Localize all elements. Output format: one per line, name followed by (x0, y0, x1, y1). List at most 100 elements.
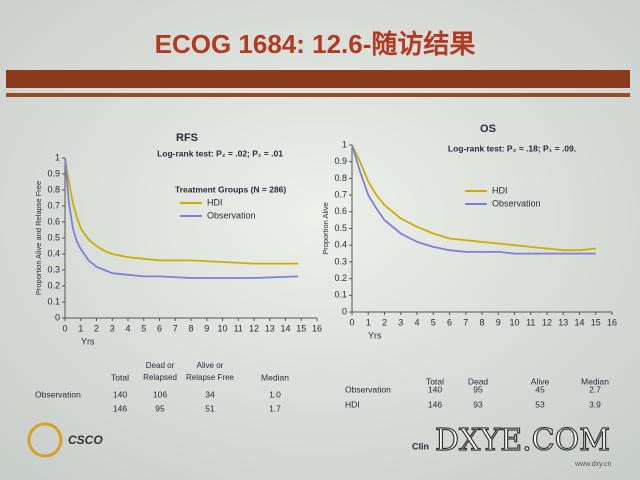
x-tick-label: 6 (447, 317, 452, 327)
legend-label: HDI (207, 197, 223, 207)
table-cell: 146 (113, 403, 127, 413)
survival-curve (351, 144, 596, 252)
x-tick-label: 7 (463, 317, 468, 327)
title-rule (6, 93, 630, 97)
x-tick-label: 8 (479, 317, 484, 327)
x-tick-label: 2 (382, 317, 387, 327)
y-tick-label: 0.4 (47, 248, 60, 258)
chart-subtitle: Log-rank test: P₂ = .18; P₁ = .09. (448, 143, 576, 153)
x-tick-label: 10 (509, 317, 519, 327)
table-cell: 140 (113, 389, 127, 399)
y-tick-label: 1 (55, 152, 60, 162)
x-tick-label: 15 (296, 323, 306, 333)
table-cell: 146 (428, 399, 442, 409)
watermark: DXYE.COM (435, 423, 610, 458)
table-header: Alive or Relapse Free (186, 361, 235, 382)
table-cell: 1.0 (269, 389, 281, 399)
x-tick-label: 4 (414, 317, 419, 327)
x-tick-label: 3 (398, 317, 403, 327)
watermark-url: www.dxy.cn (574, 461, 612, 468)
table-cell: 45 (535, 384, 545, 394)
table-cell: 53 (535, 399, 545, 409)
table-cell: 95 (155, 403, 165, 413)
y-tick-label: 0 (55, 312, 60, 322)
legend-label: Observation (207, 210, 256, 220)
x-tick-label: 9 (496, 317, 501, 327)
legend-label: HDI (492, 185, 508, 195)
survival-curve (64, 157, 299, 265)
table-header: Total (111, 372, 129, 382)
x-tick-label: 7 (173, 323, 178, 333)
x-tick-label: 16 (312, 323, 322, 333)
y-axis-label: Proportion Alive and Relapse Free (34, 181, 43, 295)
footer: Clin (412, 441, 429, 451)
table-header: Dead or Relapsed (143, 361, 177, 382)
y-tick-label: 0.9 (334, 156, 347, 166)
x-tick-label: 5 (141, 323, 146, 333)
x-tick-label: 1 (366, 317, 371, 327)
x-tick-label: 4 (125, 323, 130, 333)
x-tick-label: 11 (234, 323, 243, 333)
x-axis-label: Yrs (81, 336, 95, 346)
x-tick-label: 12 (249, 323, 259, 333)
y-tick-label: 0.7 (47, 200, 60, 210)
survival-curve (64, 157, 299, 279)
row-label: HDI (345, 399, 360, 409)
chart-subtitle: Log-rank test: P₂ = .02; P₁ = .01 (157, 148, 283, 158)
survival-curve (351, 144, 596, 255)
y-tick-label: 0.8 (47, 184, 60, 194)
logo-ring (27, 422, 63, 458)
y-tick-label: 0.3 (47, 264, 60, 274)
legend-title: Treatment Groups (N = 286) (175, 184, 286, 194)
table-cell: 3.9 (589, 399, 601, 409)
y-axis-label: Proportion Alive (321, 202, 330, 255)
x-tick-label: 15 (591, 317, 601, 327)
y-tick-label: 0.6 (47, 216, 60, 226)
y-tick-label: 0.6 (334, 206, 347, 216)
x-tick-label: 14 (574, 317, 584, 327)
x-tick-label: 5 (431, 317, 436, 327)
y-tick-label: 0.5 (47, 232, 60, 242)
x-tick-label: 1 (78, 323, 83, 333)
y-tick-label: 0.5 (334, 223, 347, 233)
y-tick-label: 0 (342, 306, 347, 316)
row-label: Observation (35, 389, 81, 399)
title-bar (6, 70, 630, 88)
y-tick-label: 0.2 (334, 273, 347, 283)
y-tick-label: 0.4 (334, 240, 347, 250)
y-tick-label: 0.3 (334, 256, 347, 266)
x-tick-label: 6 (157, 323, 162, 333)
x-tick-label: 2 (94, 323, 99, 333)
table-cell: 106 (153, 389, 167, 399)
x-tick-label: 16 (607, 317, 617, 327)
x-tick-label: 9 (204, 323, 209, 333)
row-label: Observation (345, 384, 391, 394)
x-tick-label: 12 (542, 317, 552, 327)
table-cell: 51 (205, 403, 215, 413)
x-tick-label: 11 (526, 317, 535, 327)
table-header: Alive (531, 376, 550, 386)
y-tick-label: 0.8 (334, 173, 347, 183)
y-tick-label: 0.9 (47, 168, 60, 178)
table-header: Median (261, 372, 289, 382)
table-cell: 93 (473, 399, 483, 409)
y-tick-label: 1 (342, 139, 347, 149)
legend-label: Observation (492, 198, 541, 208)
x-tick-label: 13 (265, 323, 275, 333)
x-tick-label: 10 (217, 323, 227, 333)
y-tick-label: 0.1 (334, 290, 347, 300)
y-tick-label: 0.7 (334, 189, 347, 199)
x-tick-label: 14 (280, 323, 290, 333)
chart-title: RFS (176, 132, 198, 144)
table-cell: 2.7 (589, 384, 601, 394)
table-header: Total (426, 376, 444, 386)
table-header: Dead (468, 376, 489, 386)
table-cell: 140 (428, 384, 442, 394)
chart-title: OS (480, 123, 496, 135)
slide-title: ECOG 1684: 12.6-随访结果 (155, 29, 476, 59)
x-tick-label: 0 (62, 323, 67, 333)
table-cell: 34 (205, 389, 215, 399)
y-tick-label: 0.1 (47, 296, 60, 306)
table-cell: 1.7 (269, 403, 281, 413)
